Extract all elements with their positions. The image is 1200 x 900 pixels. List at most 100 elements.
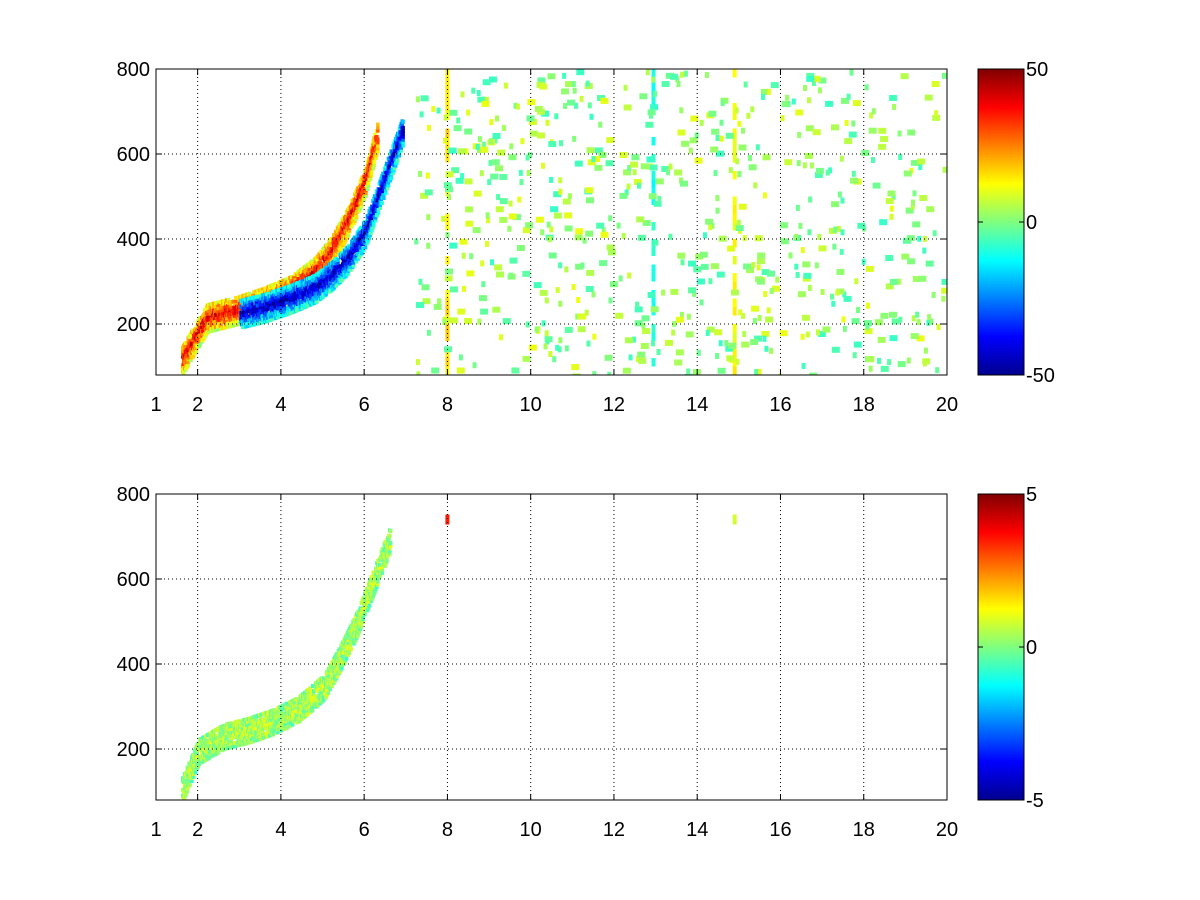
heatmap-cell [381,556,386,561]
heatmap-stripe-segment [445,307,450,316]
heatmap-cell [384,191,388,195]
heatmap-noise-cell [754,235,763,242]
heatmap-cell [290,707,295,712]
heatmap-cell [263,313,267,318]
heatmap-cell [246,728,251,733]
heatmap-noise-cell [761,331,770,337]
heatmap-cell [352,221,356,226]
heatmap-cell [215,318,220,323]
heatmap-noise-cell [585,187,594,194]
heatmap-noise-cell [518,169,523,176]
heatmap-cell [274,719,278,724]
heatmap-cell [329,270,334,275]
heatmap-cell [367,585,372,590]
heatmap-noise-cell [941,72,947,79]
heatmap-noise-cell [916,335,925,342]
heatmap-cell [366,238,371,243]
heatmap-noise-cell [757,315,762,321]
heatmap-noise-cell [422,298,431,305]
heatmap-cell [211,747,215,752]
heatmap-cell [386,156,391,161]
heatmap-cell [384,164,388,169]
heatmap-cell [296,276,300,280]
heatmap-cell [236,319,241,324]
heatmap-cell [291,704,296,709]
heatmap-cell [282,304,286,309]
heatmap-noise-cell [941,278,947,285]
heatmap-noise-cell [715,135,720,141]
heatmap-cell [217,321,222,325]
heatmap-cell [329,282,333,287]
heatmap-noise-cell [836,288,845,295]
heatmap-noise-cell [445,186,454,193]
heatmap-noise-cell [541,162,545,169]
heatmap-noise-cell [441,215,446,222]
heatmap-cell [309,691,313,696]
heatmap-cell [347,228,352,233]
heatmap-noise-cell [489,76,497,83]
heatmap-cell [217,729,222,733]
heatmap-cell [320,700,324,704]
heatmap-cell [212,301,216,306]
heatmap-cell [290,716,295,721]
heatmap-noise-cell [700,263,709,270]
x-tick-label: 2 [192,819,203,841]
heatmap-cell [324,292,328,297]
heatmap-cell [334,256,338,261]
heatmap-noise-cell [841,97,849,104]
heatmap-cell [292,715,297,720]
heatmap-cell [212,732,216,737]
heatmap-cell [395,137,400,142]
heatmap-cell [361,176,365,181]
heatmap-noise-cell [872,182,881,189]
heatmap-cell [385,186,390,190]
heatmap-cell [370,207,374,212]
heatmap-cell [204,311,209,316]
heatmap-noise-cell [545,119,550,126]
heatmap-noise-cell [822,326,831,333]
heatmap-cell [214,306,219,311]
heatmap-cell [279,296,284,301]
heatmap-noise-cell [415,359,420,366]
heatmap-cell [271,723,276,728]
heatmap-cell [312,701,316,705]
heatmap-cell [265,734,269,739]
heatmap-noise-cell [901,253,910,260]
heatmap-cell [221,747,225,752]
heatmap-noise-cell [922,360,927,367]
heatmap-cell [193,752,198,757]
heatmap-cell [381,189,385,194]
heatmap-cell [320,694,324,698]
heatmap-cell [370,596,375,601]
heatmap-noise-cell [880,136,889,142]
heatmap-stripe-segment [732,324,737,333]
heatmap-cell [283,717,288,722]
heatmap-noise-cell [462,285,466,292]
heatmap-noise-cell [680,259,685,266]
heatmap-cell [373,200,378,205]
heatmap-cell [221,741,225,746]
heatmap-cell [364,176,368,181]
x-tick-label: 16 [769,819,791,841]
heatmap-cell [249,721,254,726]
heatmap-cell [356,631,361,636]
heatmap-cell [252,718,256,722]
heatmap-noise-cell [797,132,802,138]
heatmap-cell [373,194,377,199]
heatmap-noise-cell [686,368,691,375]
heatmap-noise-cell [499,334,503,341]
heatmap-noise-cell [891,318,900,325]
heatmap-noise-cell [835,289,840,296]
heatmap-cell [285,701,289,706]
heatmap-cell [322,698,326,703]
heatmap-cell [251,739,255,744]
heatmap-noise-cell [598,121,603,128]
heatmap-cell [359,201,364,206]
heatmap-noise-cell [762,335,767,342]
heatmap-cell [394,163,398,168]
heatmap-noise-cell [841,316,846,323]
heatmap-cell [335,247,340,252]
heatmap-cell [240,721,244,726]
heatmap-cell [253,292,257,297]
heatmap-cell [231,299,235,304]
